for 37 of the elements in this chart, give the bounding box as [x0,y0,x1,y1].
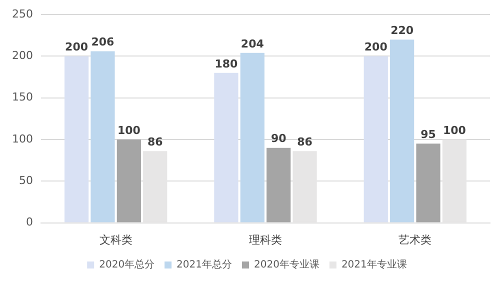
x-tick-label: 理科类 [249,233,282,246]
bar [214,72,238,222]
x-tick-label: 艺术类 [398,233,432,246]
legend-label: 2021年专业课 [341,258,407,271]
bar [240,52,264,222]
bar [266,148,291,222]
legend-label: 2020年专业课 [254,258,320,271]
bar [90,51,115,222]
data-label: 95 [420,128,436,142]
data-label: 206 [91,36,115,49]
bar [442,140,466,222]
y-tick-label: 150 [12,90,33,104]
bar [390,40,414,222]
data-label: 180 [214,57,238,70]
y-tick-label: 250 [12,7,33,20]
y-tick-label: 100 [12,132,33,146]
data-label: 220 [390,24,414,37]
bar [416,144,440,222]
data-label: 86 [297,136,313,149]
x-tick-label: 文科类 [99,233,132,246]
bar [116,140,141,222]
data-label: 100 [117,124,141,137]
bar [64,56,89,222]
data-label: 204 [240,37,264,50]
bar [143,151,168,222]
bar [364,56,388,222]
data-label: 90 [270,132,287,146]
data-label: 200 [364,40,388,54]
bar [292,151,317,222]
legend-label: 2021年总分 [176,258,232,271]
legend-label: 2020年总分 [99,258,155,271]
y-tick-label: 0 [26,216,33,229]
data-label: 86 [147,136,164,149]
y-tick-label: 200 [12,49,33,62]
y-tick-label: 50 [18,174,33,188]
data-label: 100 [442,124,466,137]
data-label: 200 [65,40,88,54]
